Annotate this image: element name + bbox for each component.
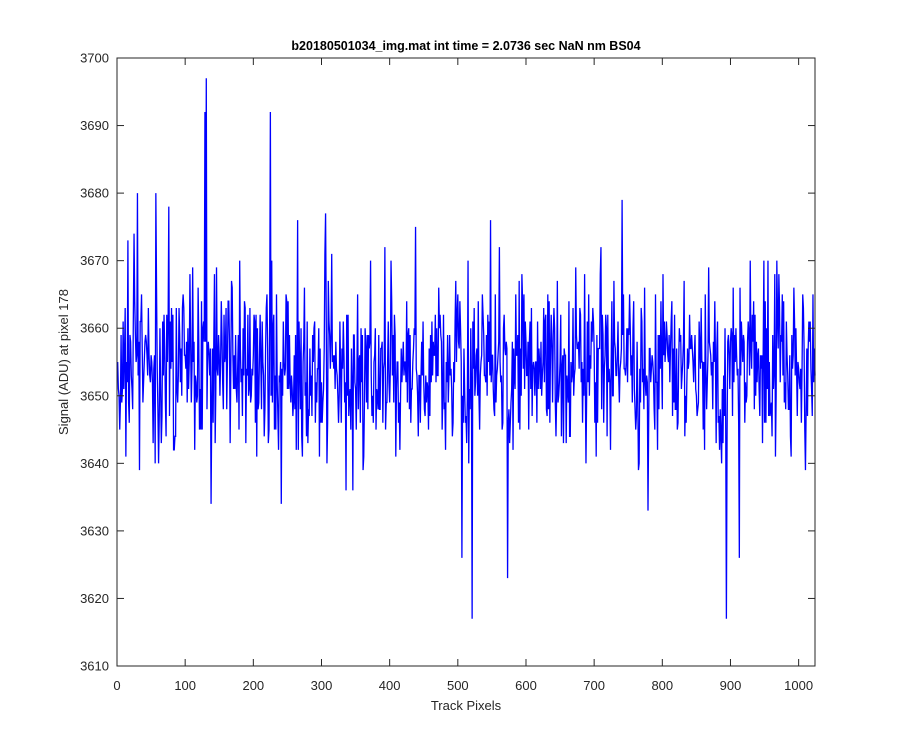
x-tick-label: 1000 xyxy=(784,678,813,693)
axes-box xyxy=(116,57,816,667)
y-tick-label: 3650 xyxy=(80,388,109,403)
x-tick-label: 0 xyxy=(113,678,120,693)
x-tick-label: 300 xyxy=(311,678,333,693)
y-tick-label: 3690 xyxy=(80,118,109,133)
y-tick-label: 3630 xyxy=(80,523,109,538)
x-tick-label: 700 xyxy=(583,678,605,693)
y-axis-label: Signal (ADU) at pixel 178 xyxy=(56,289,71,435)
y-tick-label: 3640 xyxy=(80,456,109,471)
y-tick-label: 3620 xyxy=(80,591,109,606)
y-tick-label: 3660 xyxy=(80,321,109,336)
x-tick-label: 100 xyxy=(174,678,196,693)
x-tick-label: 600 xyxy=(515,678,537,693)
x-tick-label: 500 xyxy=(447,678,469,693)
x-tick-label: 200 xyxy=(242,678,264,693)
data-layer xyxy=(117,78,816,619)
chart-title: b20180501034_img.mat int time = 2.0736 s… xyxy=(291,39,640,53)
y-tick-label: 3610 xyxy=(80,659,109,674)
x-tick-label: 800 xyxy=(651,678,673,693)
x-axis-ticks: 0 100 200 300 400 500 600 700 800 900 1000 xyxy=(113,58,813,693)
y-tick-label: 3680 xyxy=(80,186,109,201)
x-axis-label: Track Pixels xyxy=(431,698,502,713)
y-tick-label: 3700 xyxy=(80,51,109,66)
x-tick-label: 400 xyxy=(379,678,401,693)
signal-series-line xyxy=(117,78,816,619)
y-axis-ticks: 3610 3620 3630 3640 3650 3660 3670 3680 3690 3700 xyxy=(80,51,815,674)
y-tick-label: 3670 xyxy=(80,253,109,268)
x-tick-label: 900 xyxy=(720,678,742,693)
